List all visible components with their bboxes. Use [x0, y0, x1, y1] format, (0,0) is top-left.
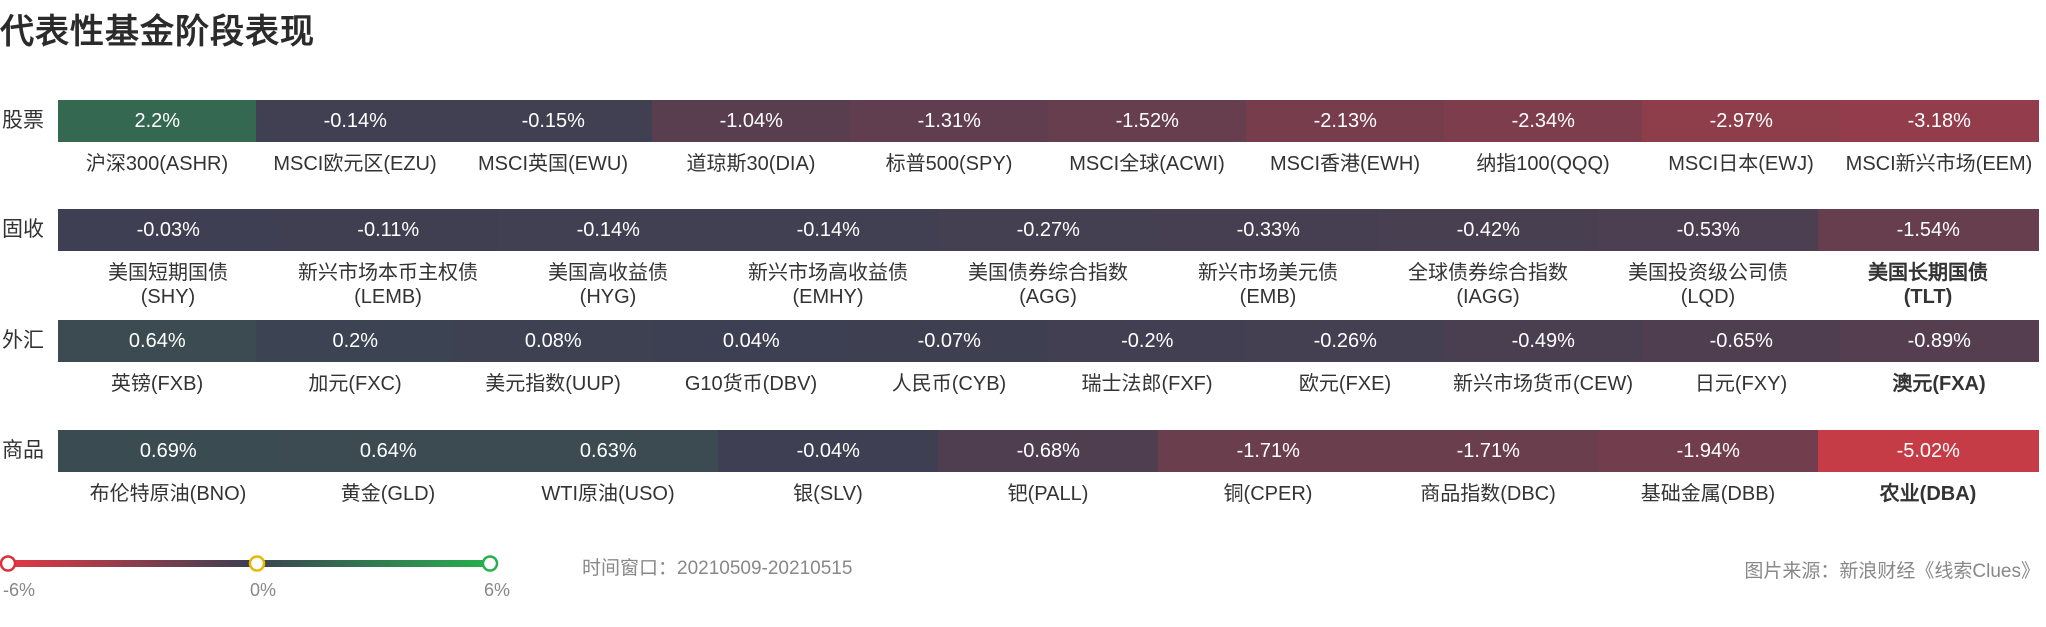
- heatmap-cell: -0.89%: [1840, 320, 2039, 362]
- heatmap-cell: -0.42%: [1378, 209, 1599, 251]
- cell-label: 沪深300(ASHR): [85, 153, 229, 175]
- cell-label: MSCI欧元区(EZU): [273, 153, 437, 175]
- cell-label: G10货币(DBV): [684, 373, 818, 395]
- heatmap-cell: -1.94%: [1598, 430, 1819, 472]
- cell-label: 英镑(FXB): [110, 373, 204, 395]
- cell-label: MSCI英国(EWU): [478, 153, 628, 175]
- heatmap-cell: 0.69%: [58, 430, 279, 472]
- heatmap-cell: -0.2%: [1048, 320, 1247, 362]
- legend-min-label: -6%: [3, 580, 36, 600]
- heatmap-cell: -0.11%: [278, 209, 499, 251]
- heatmap-cell: 0.64%: [58, 320, 257, 362]
- cell-label: 新兴市场美元债 (EMB): [1198, 262, 1338, 308]
- heatmap-cell: -0.33%: [1158, 209, 1379, 251]
- cell-label: 新兴市场高收益债 (EMHY): [748, 262, 908, 308]
- cell-label: MSCI全球(ACWI): [1069, 153, 1225, 175]
- row-label: 商品: [2, 439, 44, 462]
- legend-max-marker: [481, 555, 499, 572]
- heatmap-cell: -1.31%: [850, 100, 1049, 142]
- cell-label: 美国投资级公司债 (LQD): [1628, 262, 1788, 308]
- cell-label: 银(SLV): [793, 483, 863, 505]
- heatmap-cell: -1.71%: [1378, 430, 1599, 472]
- cell-label: 瑞士法郎(FXF): [1081, 373, 1213, 395]
- legend-mid-label: 0%: [250, 580, 277, 600]
- cell-label: 农业(DBA): [1879, 483, 1977, 505]
- chart-title: 代表性基金阶段表现: [0, 13, 315, 51]
- cell-label: 新兴市场本币主权债 (LEMB): [298, 262, 478, 308]
- legend-max-label: 6%: [484, 580, 511, 600]
- cell-label: 加元(FXC): [308, 373, 402, 395]
- heatmap-cell: -0.07%: [850, 320, 1049, 362]
- image-source: 图片来源：新浪财经《线索Clues》: [1744, 561, 2040, 582]
- cell-label: 美国长期国债 (TLT): [1868, 262, 1988, 308]
- cell-label: 欧元(FXE): [1298, 373, 1392, 395]
- heatmap-row: 0.69% 0.64% 0.63% -0.04% -0.68% -1.71% -1.71% -…: [58, 430, 2039, 472]
- legend-mid-marker: [248, 555, 266, 572]
- cell-label: 美国高收益债 (HYG): [548, 262, 668, 308]
- row-label: 固收: [2, 218, 44, 241]
- heatmap-cell: -5.02%: [1818, 430, 2039, 472]
- cell-label: MSCI香港(EWH): [1270, 153, 1420, 175]
- cell-label: 铜(CPER): [1223, 483, 1313, 505]
- legend-min-marker: [0, 555, 17, 572]
- heatmap-cell: -0.49%: [1444, 320, 1643, 362]
- heatmap-row: 2.2% -0.14% -0.15% -1.04% -1.31% -1.52% -2.13%…: [58, 100, 2039, 142]
- heatmap-cell: -1.52%: [1048, 100, 1247, 142]
- heatmap-cell: -0.14%: [498, 209, 719, 251]
- heatmap-row: -0.03% -0.11% -0.14% -0.14% -0.27% -0.33% -0.4…: [58, 209, 2039, 251]
- heatmap-cell: -0.04%: [718, 430, 939, 472]
- heatmap-cell: -1.71%: [1158, 430, 1379, 472]
- heatmap-cell: -2.13%: [1246, 100, 1445, 142]
- cell-label: 标普500(SPY): [885, 153, 1013, 175]
- color-legend: [0, 555, 499, 572]
- heatmap-cell: -0.26%: [1246, 320, 1445, 362]
- heatmap-cell: -2.97%: [1642, 100, 1841, 142]
- row-label: 股票: [2, 109, 44, 132]
- cell-label: 美国债券综合指数 (AGG): [968, 262, 1128, 308]
- heatmap-cell: 0.63%: [498, 430, 719, 472]
- heatmap-cell: 0.64%: [278, 430, 499, 472]
- heatmap-cell: -1.04%: [652, 100, 851, 142]
- cell-label: 纳指100(QQQ): [1476, 153, 1610, 175]
- heatmap-cell: 0.04%: [652, 320, 851, 362]
- cell-label: MSCI新兴市场(EEM): [1845, 153, 2033, 175]
- cell-label: 澳元(FXA): [1892, 373, 1986, 395]
- heatmap-cell: 0.2%: [256, 320, 455, 362]
- cell-label: 基础金属(DBB): [1640, 483, 1776, 505]
- cell-label: 黄金(GLD): [340, 483, 436, 505]
- cell-label: 钯(PALL): [1007, 483, 1089, 505]
- cell-label: 日元(FXY): [1694, 373, 1788, 395]
- cell-label: WTI原油(USO): [541, 483, 675, 505]
- heatmap-cell: -0.53%: [1598, 209, 1819, 251]
- heatmap-cell: -2.34%: [1444, 100, 1643, 142]
- heatmap-row: 0.64% 0.2% 0.08% 0.04% -0.07% -0.2% -0.26% -0.4…: [58, 320, 2039, 362]
- heatmap-cell: -0.65%: [1642, 320, 1841, 362]
- cell-label: 商品指数(DBC): [1420, 483, 1556, 505]
- heatmap-cell: -0.68%: [938, 430, 1159, 472]
- cell-label: MSCI日本(EWJ): [1668, 153, 1814, 175]
- cell-label: 新兴市场货币(CEW): [1453, 373, 1633, 395]
- cell-label: 布伦特原油(BNO): [89, 483, 247, 505]
- heatmap-cell: -0.03%: [58, 209, 279, 251]
- heatmap-cell: -0.27%: [938, 209, 1159, 251]
- heatmap-cell: -0.15%: [454, 100, 653, 142]
- cell-label: 人民币(CYB): [891, 373, 1007, 395]
- cell-label: 道琼斯30(DIA): [686, 153, 816, 175]
- cell-label: 美元指数(UUP): [485, 373, 621, 395]
- cell-label: 美国短期国债 (SHY): [108, 262, 228, 308]
- time-window: 时间窗口：20210509-20210515: [582, 558, 853, 579]
- heatmap-cell: -3.18%: [1840, 100, 2039, 142]
- row-label: 外汇: [2, 329, 44, 352]
- heatmap-cell: -0.14%: [256, 100, 455, 142]
- heatmap-cell: -0.14%: [718, 209, 939, 251]
- heatmap-cell: 0.08%: [454, 320, 653, 362]
- heatmap-cell: 2.2%: [58, 100, 257, 142]
- cell-label: 全球债券综合指数 (IAGG): [1408, 262, 1568, 308]
- heatmap-cell: -1.54%: [1818, 209, 2039, 251]
